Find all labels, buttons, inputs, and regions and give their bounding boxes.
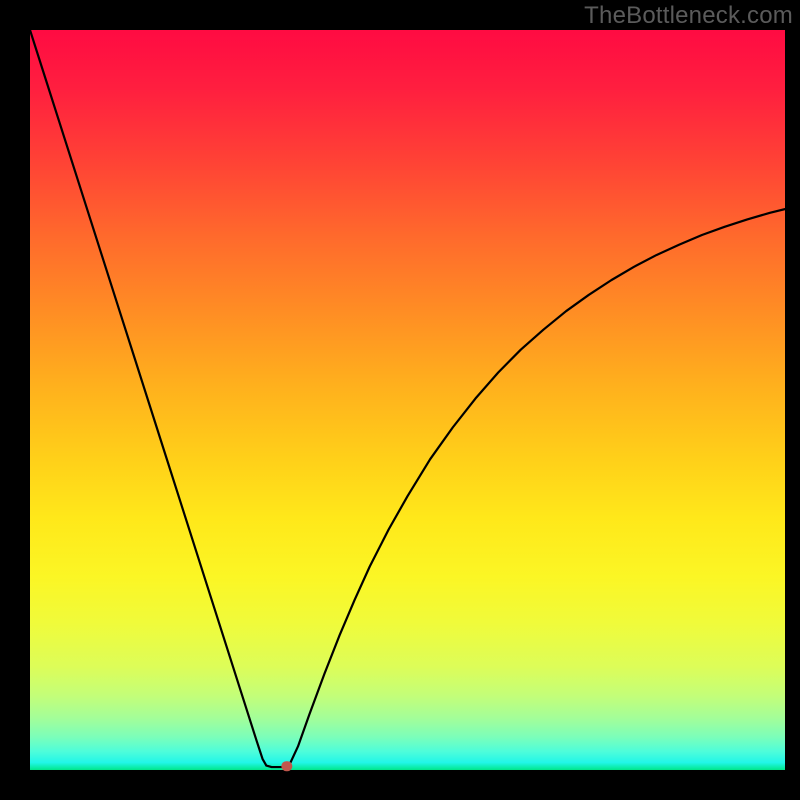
optimal-point-marker — [281, 761, 292, 771]
chart-frame: TheBottleneck.com — [0, 0, 800, 800]
plot-area — [30, 30, 785, 770]
bottleneck-curve — [30, 30, 785, 770]
watermark-text: TheBottleneck.com — [584, 2, 793, 30]
curve-path — [30, 30, 785, 767]
